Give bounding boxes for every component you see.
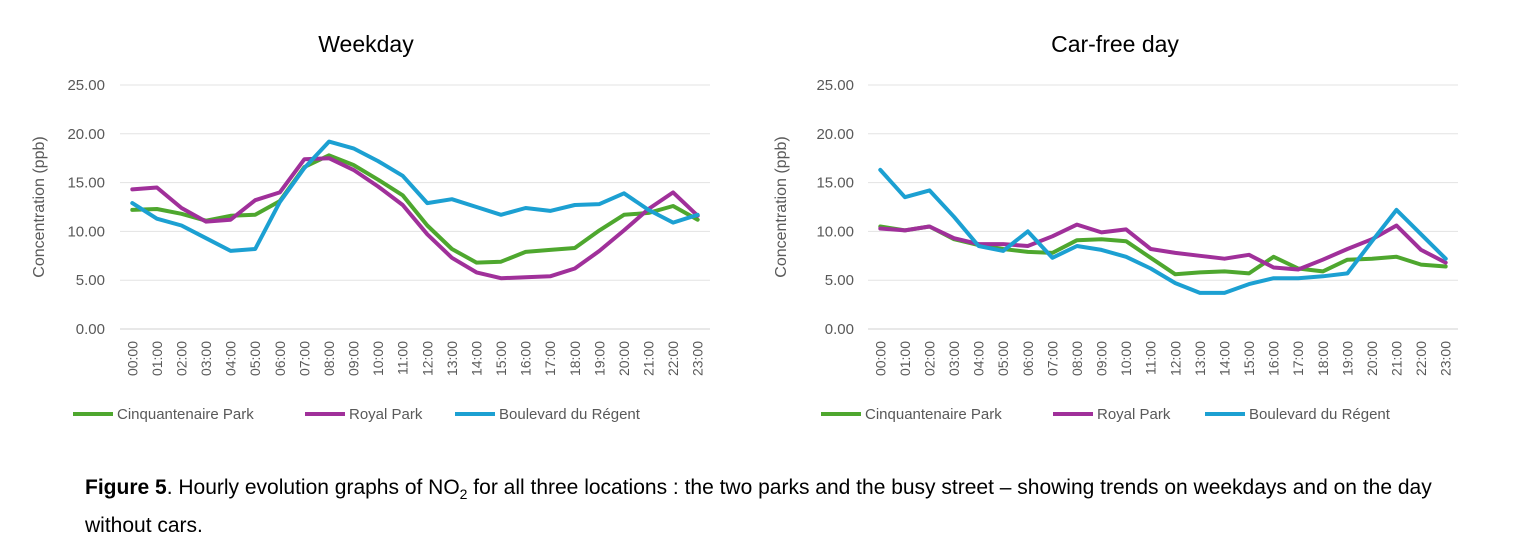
y-tick-label: 0.00 bbox=[825, 321, 854, 338]
x-tick-label: 11:00 bbox=[395, 341, 411, 375]
y-tick-label: 5.00 bbox=[825, 272, 854, 289]
x-tick-label: 12:00 bbox=[419, 341, 435, 376]
x-tick-label: 01:00 bbox=[149, 341, 165, 376]
y-tick-label: 5.00 bbox=[76, 272, 105, 289]
y-tick-label: 15.00 bbox=[816, 175, 854, 192]
y-tick-label: 25.00 bbox=[816, 77, 854, 94]
x-tick-label: 23:00 bbox=[1438, 341, 1454, 376]
series-line-0 bbox=[130, 153, 700, 265]
chart-0: Weekday Concentration (ppb) 0.00 5.00 10.00 1… bbox=[31, 31, 710, 423]
x-tick-label: 05:00 bbox=[247, 341, 263, 376]
x-tick-label: 20:00 bbox=[1364, 341, 1380, 376]
x-tick-label: 04:00 bbox=[971, 341, 987, 376]
y-tick-label: 20.00 bbox=[816, 126, 854, 143]
y-axis-label: Concentration (ppb) bbox=[773, 136, 790, 277]
x-tick-label: 15:00 bbox=[1241, 341, 1257, 376]
x-tick-label: 05:00 bbox=[995, 341, 1011, 376]
y-tick-label: 25.00 bbox=[67, 77, 105, 94]
series-line-2 bbox=[130, 139, 700, 253]
legend-label: Boulevard du Régent bbox=[1249, 406, 1391, 423]
x-tick-label: 01:00 bbox=[897, 341, 913, 376]
x-tick-label: 22:00 bbox=[665, 341, 681, 376]
chart-title: Weekday bbox=[318, 31, 414, 57]
x-tick-label: 17:00 bbox=[1290, 341, 1306, 376]
figure-charts: Weekday Concentration (ppb) 0.00 5.00 10.00 1… bbox=[31, 31, 1458, 423]
x-tick-label: 10:00 bbox=[1118, 341, 1134, 376]
x-tick-label: 07:00 bbox=[1044, 341, 1060, 376]
x-tick-label: 23:00 bbox=[690, 341, 706, 376]
y-tick-label: 20.00 bbox=[67, 126, 105, 143]
x-tick-label: 18:00 bbox=[567, 341, 583, 376]
x-tick-label: 21:00 bbox=[1389, 341, 1405, 376]
x-tick-label: 00:00 bbox=[124, 341, 140, 376]
x-tick-label: 09:00 bbox=[346, 341, 362, 376]
x-tick-label: 02:00 bbox=[173, 341, 189, 376]
x-tick-label: 11:00 bbox=[1143, 341, 1159, 375]
figure-caption: Figure 5. Hourly evolution graphs of NO2… bbox=[85, 472, 1495, 541]
chart-1: Car-free day Concentration (ppb) 0.00 5.00 1… bbox=[773, 31, 1458, 423]
legend-label: Royal Park bbox=[1097, 406, 1171, 423]
x-tick-label: 07:00 bbox=[296, 341, 312, 376]
x-tick-label: 03:00 bbox=[946, 341, 962, 376]
x-tick-label: 09:00 bbox=[1094, 341, 1110, 376]
x-tick-label: 21:00 bbox=[641, 341, 657, 376]
series-line-2 bbox=[878, 167, 1448, 295]
x-tick-label: 02:00 bbox=[921, 341, 937, 376]
y-tick-label: 0.00 bbox=[76, 321, 105, 338]
caption-subscript: 2 bbox=[459, 486, 468, 503]
x-tick-label: 20:00 bbox=[616, 341, 632, 376]
y-axis-label: Concentration (ppb) bbox=[31, 136, 48, 277]
x-tick-label: 16:00 bbox=[1266, 341, 1282, 376]
x-tick-label: 00:00 bbox=[872, 341, 888, 376]
caption-text-start: . Hourly evolution graphs of NO bbox=[166, 476, 460, 499]
x-tick-label: 14:00 bbox=[1216, 341, 1232, 376]
caption-text-end: for all three locations : the two parks … bbox=[85, 476, 1432, 538]
legend-label: Cinquantenaire Park bbox=[117, 406, 254, 423]
legend-label: Boulevard du Régent bbox=[499, 406, 641, 423]
y-tick-label: 15.00 bbox=[67, 175, 105, 192]
y-tick-label: 10.00 bbox=[67, 223, 105, 240]
x-tick-label: 08:00 bbox=[321, 341, 337, 376]
x-tick-label: 06:00 bbox=[1020, 341, 1036, 376]
x-tick-label: 16:00 bbox=[518, 341, 534, 376]
x-tick-label: 03:00 bbox=[198, 341, 214, 376]
x-tick-label: 06:00 bbox=[272, 341, 288, 376]
x-tick-label: 17:00 bbox=[542, 341, 558, 376]
x-tick-label: 13:00 bbox=[444, 341, 460, 376]
x-tick-label: 18:00 bbox=[1315, 341, 1331, 376]
x-tick-label: 13:00 bbox=[1192, 341, 1208, 376]
x-tick-label: 10:00 bbox=[370, 341, 386, 376]
legend-label: Royal Park bbox=[349, 406, 423, 423]
x-tick-label: 08:00 bbox=[1069, 341, 1085, 376]
x-tick-label: 12:00 bbox=[1167, 341, 1183, 376]
legend-label: Cinquantenaire Park bbox=[865, 406, 1002, 423]
chart-title: Car-free day bbox=[1051, 31, 1179, 57]
x-tick-label: 15:00 bbox=[493, 341, 509, 376]
series-line-1 bbox=[130, 156, 700, 281]
x-tick-label: 14:00 bbox=[468, 341, 484, 376]
x-tick-label: 04:00 bbox=[223, 341, 239, 376]
y-tick-label: 10.00 bbox=[816, 223, 854, 240]
x-tick-label: 22:00 bbox=[1413, 341, 1429, 376]
x-tick-label: 19:00 bbox=[1339, 341, 1355, 376]
caption-label: Figure 5 bbox=[85, 476, 167, 499]
x-tick-label: 19:00 bbox=[591, 341, 607, 376]
